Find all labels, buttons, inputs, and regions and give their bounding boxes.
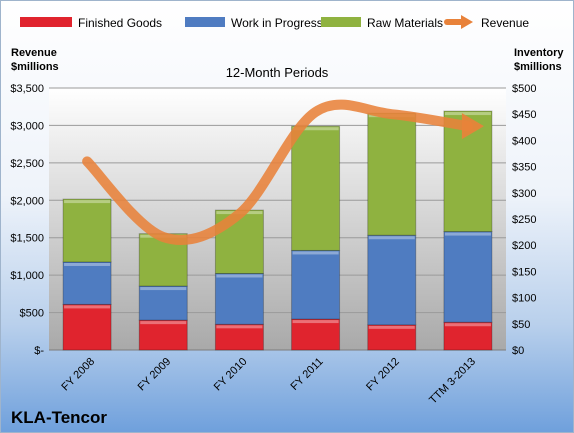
legend: Finished Goods Work in Progress Raw Mate… <box>20 15 529 30</box>
bar-work-in-progress-fy-2009 <box>138 285 188 321</box>
x-tick-label: TTM 3-2013 <box>427 356 478 407</box>
bar-raw-materials-fy-2011 <box>291 125 341 251</box>
legend-swatch-work-in-progress <box>185 17 225 27</box>
x-axis-ticks: FY 2008 FY 2009 FY 2010 FY 2011 FY 2012 TTM 3… <box>59 356 478 407</box>
bar-work-in-progress-fy-2008 <box>62 261 112 305</box>
bar-work-in-progress-ttm-3-2013 <box>443 231 493 323</box>
right-axis-title-line2: $millions <box>514 61 562 73</box>
bar-highlight <box>368 325 415 329</box>
left-axis-title-line1: Revenue <box>11 47 57 59</box>
x-tick-label: FY 2010 <box>212 356 250 394</box>
left-tick-label: $2,000 <box>10 195 44 207</box>
bars <box>62 110 493 351</box>
right-tick-label: $500 <box>512 83 536 95</box>
left-tick-label: $1,500 <box>10 233 44 245</box>
x-tick-label: FY 2009 <box>136 356 174 394</box>
x-tick-label: FY 2008 <box>59 356 97 394</box>
legend-swatch-raw-materials <box>321 17 361 27</box>
right-axis-title-line1: Inventory <box>514 47 564 59</box>
bar-highlight <box>444 323 491 327</box>
legend-label-finished-goods: Finished Goods <box>78 16 162 30</box>
revenue-line <box>82 99 473 245</box>
bar-highlight <box>216 325 263 329</box>
revenue-arrowhead <box>461 113 484 140</box>
right-tick-label: $150 <box>512 266 536 278</box>
left-tick-label: $3,500 <box>10 83 44 95</box>
bar-finished-goods-fy-2012 <box>367 324 417 351</box>
bar-highlight <box>444 232 491 236</box>
bar-highlight <box>140 321 187 325</box>
bar-raw-materials-fy-2008 <box>62 198 112 263</box>
right-tick-label: $0 <box>512 345 524 357</box>
right-tick-label: $450 <box>512 109 536 121</box>
bar-work-in-progress-fy-2010 <box>214 272 264 325</box>
bar-finished-goods-fy-2009 <box>138 319 188 351</box>
left-tick-label: $2,500 <box>10 158 44 170</box>
bar-highlight <box>140 287 187 291</box>
left-tick-label: $500 <box>20 308 44 320</box>
bar-highlight <box>292 251 339 255</box>
bar-finished-goods-fy-2011 <box>291 318 341 351</box>
bar-work-in-progress-fy-2011 <box>291 249 341 320</box>
left-axis-title-line2: $millions <box>11 61 59 73</box>
right-tick-label: $400 <box>512 135 536 147</box>
bar-highlight <box>64 305 111 309</box>
bar-highlight <box>368 236 415 240</box>
legend-swatch-revenue <box>444 15 473 29</box>
left-tick-label: $1,000 <box>10 270 44 282</box>
bar-finished-goods-fy-2008 <box>62 303 112 351</box>
x-tick-label: FY 2012 <box>364 356 402 394</box>
left-axis-ticks: $- $500 $1,000 $1,500 $2,000 $2,500 $3,000 $3,5… <box>10 83 44 357</box>
legend-swatch-finished-goods <box>20 17 72 27</box>
company-name: KLA-Tencor <box>11 408 107 427</box>
right-tick-label: $200 <box>512 240 536 252</box>
left-tick-label: $3,000 <box>10 120 44 132</box>
bar-finished-goods-ttm-3-2013 <box>443 321 493 351</box>
bar-highlight <box>292 320 339 324</box>
revenue-line-layer <box>82 99 484 245</box>
right-tick-label: $300 <box>512 188 536 200</box>
right-tick-label: $250 <box>512 214 536 226</box>
bar-highlight <box>64 262 111 266</box>
bar-highlight <box>292 127 339 131</box>
x-tick-label: FY 2011 <box>289 356 326 393</box>
right-tick-label: $100 <box>512 293 536 305</box>
bar-highlight <box>444 112 491 116</box>
right-tick-label: $50 <box>512 319 530 331</box>
legend-label-revenue: Revenue <box>481 16 529 30</box>
bar-work-in-progress-fy-2012 <box>367 234 417 326</box>
bar-highlight <box>216 274 263 278</box>
plot-area <box>49 88 506 350</box>
bar-raw-materials-fy-2012 <box>367 112 417 236</box>
bar-highlight <box>64 200 111 204</box>
right-tick-label: $350 <box>512 162 536 174</box>
legend-label-raw-materials: Raw Materials <box>367 16 443 30</box>
left-tick-label: $- <box>34 345 44 357</box>
right-axis-ticks: $0 $50 $100 $150 $200 $250 $300 $350 $400 $450 $50… <box>512 83 536 357</box>
legend-label-work-in-progress: Work in Progress <box>231 16 323 30</box>
chart-title: 12-Month Periods <box>226 65 329 80</box>
